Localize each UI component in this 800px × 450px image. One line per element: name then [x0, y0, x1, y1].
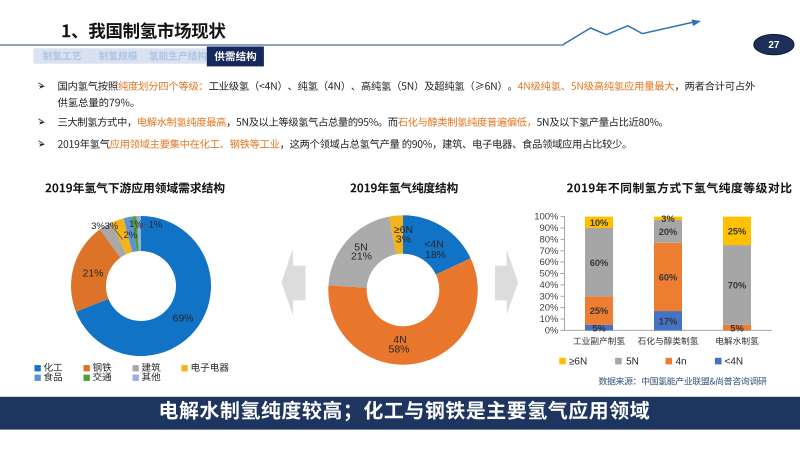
svg-text:40%: 40% [539, 280, 559, 291]
svg-text:3%: 3% [396, 234, 411, 246]
svg-text:1%: 1% [149, 220, 163, 231]
svg-text:70%: 70% [539, 246, 559, 257]
svg-text:10%: 10% [590, 218, 609, 228]
svg-text:10%: 10% [539, 314, 559, 325]
svg-text:5%: 5% [592, 323, 606, 333]
svg-text:18%: 18% [425, 249, 446, 261]
svg-text:20%: 20% [539, 303, 559, 314]
svg-text:5N: 5N [354, 242, 367, 254]
svg-text:17%: 17% [659, 316, 678, 326]
svg-text:≥6N: ≥6N [569, 356, 587, 367]
svg-text:30%: 30% [539, 291, 559, 302]
svg-text:0%: 0% [545, 325, 559, 336]
svg-text:58%: 58% [388, 343, 409, 355]
svg-text:<4N: <4N [424, 239, 444, 251]
svg-text:70%: 70% [728, 281, 747, 291]
svg-text:≥6N: ≥6N [394, 224, 413, 236]
svg-text:4n: 4n [676, 356, 687, 367]
svg-text:100%: 100% [534, 212, 559, 223]
svg-text:27: 27 [768, 40, 780, 51]
svg-text:90%: 90% [539, 223, 559, 234]
svg-text:25%: 25% [590, 306, 609, 316]
svg-text:50%: 50% [539, 269, 559, 280]
svg-text:60%: 60% [659, 273, 678, 283]
svg-text:4N: 4N [393, 334, 406, 346]
svg-text:69%: 69% [172, 313, 193, 325]
svg-text:1%: 1% [129, 219, 143, 230]
svg-text:3%: 3% [105, 221, 119, 232]
svg-text:60%: 60% [539, 257, 559, 268]
svg-text:3%: 3% [661, 214, 675, 224]
svg-text:5%: 5% [730, 323, 744, 333]
svg-text:20%: 20% [659, 227, 678, 237]
svg-text:<4N: <4N [725, 356, 744, 367]
svg-text:3%: 3% [91, 221, 105, 232]
svg-text:21%: 21% [351, 251, 372, 263]
svg-text:5N: 5N [626, 356, 639, 367]
svg-text:2%: 2% [124, 230, 138, 241]
svg-text:80%: 80% [539, 234, 559, 245]
svg-text:60%: 60% [590, 258, 609, 268]
svg-text:21%: 21% [82, 268, 103, 280]
svg-text:25%: 25% [728, 227, 747, 237]
